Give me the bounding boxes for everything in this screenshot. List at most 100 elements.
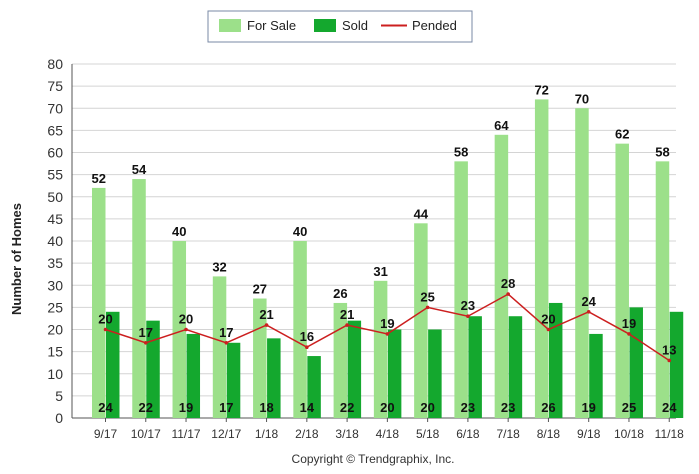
data-label-for-sale: 32: [212, 259, 226, 274]
bar-sold: [106, 311, 120, 418]
y-tick-label: 40: [47, 233, 63, 249]
x-tick-label: 9/18: [577, 427, 601, 441]
data-label-sold: 25: [622, 400, 636, 415]
x-tick-label: 6/18: [456, 427, 480, 441]
data-label-for-sale: 62: [615, 127, 629, 142]
point-pended: [546, 327, 551, 332]
data-label-sold: 26: [541, 400, 555, 415]
data-label-sold: 20: [380, 400, 394, 415]
data-label-for-sale: 58: [454, 144, 468, 159]
x-tick-label: 1/18: [255, 427, 279, 441]
bar-for-sale: [172, 241, 187, 418]
bar-sold: [548, 302, 563, 418]
data-label-pended: 21: [340, 307, 354, 322]
data-label-pended: 21: [259, 307, 273, 322]
x-tick-label: 11/18: [655, 427, 684, 441]
y-tick-label: 80: [47, 56, 63, 72]
point-pended: [506, 292, 510, 296]
y-tick-label: 25: [47, 299, 63, 315]
bar-for-sale: [454, 161, 468, 418]
bar-sold: [508, 316, 523, 418]
bar-for-sale: [575, 108, 589, 418]
bar-for-sale: [212, 276, 227, 418]
legend-swatch-for-sale: [219, 19, 241, 32]
x-tick-label: 3/18: [335, 427, 359, 441]
x-tick-label: 11/17: [171, 427, 200, 441]
point-pended: [264, 323, 269, 327]
bar-for-sale: [494, 134, 509, 419]
bar-for-sale: [414, 223, 428, 418]
x-tick-label: 5/18: [416, 427, 440, 441]
x-tick-label: 8/18: [537, 427, 561, 441]
data-label-sold: 19: [581, 400, 595, 415]
legend-label-pended: Pended: [412, 18, 457, 33]
data-label-pended: 25: [420, 289, 434, 304]
legend-swatch-sold: [314, 19, 336, 32]
point-pended: [103, 327, 108, 332]
bar-for-sale: [92, 187, 106, 418]
bar-for-sale: [373, 280, 388, 418]
data-label-for-sale: 26: [333, 286, 347, 301]
data-label-sold: 23: [501, 400, 515, 415]
data-label-sold: 19: [179, 400, 193, 415]
y-axis-title: Number of Homes: [9, 203, 24, 315]
bar-sold: [669, 311, 684, 418]
data-label-pended: 20: [541, 312, 555, 327]
point-pended: [143, 340, 148, 345]
y-tick-label: 30: [47, 277, 63, 293]
data-label-sold: 14: [300, 400, 315, 415]
bar-for-sale: [333, 302, 348, 418]
bar-sold: [629, 307, 643, 418]
data-label-sold: 17: [219, 400, 233, 415]
point-pended: [345, 323, 349, 327]
data-label-pended: 19: [380, 316, 394, 331]
data-label-for-sale: 27: [253, 282, 267, 297]
point-pended: [184, 327, 188, 332]
y-tick-label: 10: [47, 366, 63, 382]
legend-box: [207, 10, 473, 43]
y-tick-label: 35: [47, 255, 63, 271]
y-tick-label: 75: [47, 78, 63, 94]
y-tick-label: 5: [55, 388, 63, 404]
data-label-pended: 17: [219, 325, 233, 340]
bar-sold: [387, 329, 402, 418]
data-label-for-sale: 72: [534, 82, 548, 97]
bar-for-sale: [132, 179, 146, 418]
bar-sold: [146, 320, 160, 418]
point-pended: [385, 332, 390, 336]
data-label-pended: 23: [461, 298, 475, 313]
y-tick-label: 45: [47, 211, 63, 227]
data-label-pended: 17: [139, 325, 153, 340]
data-label-for-sale: 44: [414, 206, 429, 221]
data-label-sold: 22: [139, 400, 153, 415]
point-pended: [466, 314, 470, 319]
data-label-for-sale: 54: [132, 162, 147, 177]
y-tick-label: 15: [47, 344, 63, 360]
data-label-sold: 18: [259, 400, 273, 415]
point-pended: [224, 340, 229, 345]
data-label-pended: 16: [300, 329, 314, 344]
copyright-text: Copyright © Trendgraphix, Inc.: [292, 452, 455, 466]
bar-for-sale: [615, 143, 629, 418]
bar-for-sale: [534, 99, 549, 419]
y-tick-label: 70: [47, 100, 63, 116]
x-tick-label: 10/17: [131, 427, 161, 441]
bar-sold: [428, 329, 442, 418]
y-tick-label: 0: [55, 410, 63, 426]
x-tick-label: 7/18: [496, 427, 520, 441]
point-pended: [586, 310, 591, 314]
bar-sold: [468, 316, 482, 418]
data-label-for-sale: 40: [293, 224, 307, 239]
x-tick-label: 4/18: [376, 427, 400, 441]
bar-sold: [186, 333, 201, 418]
data-label-sold: 24: [98, 400, 113, 415]
x-tick-label: 12/17: [211, 427, 241, 441]
point-pended: [305, 345, 309, 350]
data-label-for-sale: 70: [575, 91, 589, 106]
point-pended: [667, 358, 672, 363]
y-tick-label: 50: [47, 189, 63, 205]
data-label-pended: 20: [98, 312, 112, 327]
x-tick-label: 2/18: [295, 427, 319, 441]
point-pended: [627, 332, 631, 336]
